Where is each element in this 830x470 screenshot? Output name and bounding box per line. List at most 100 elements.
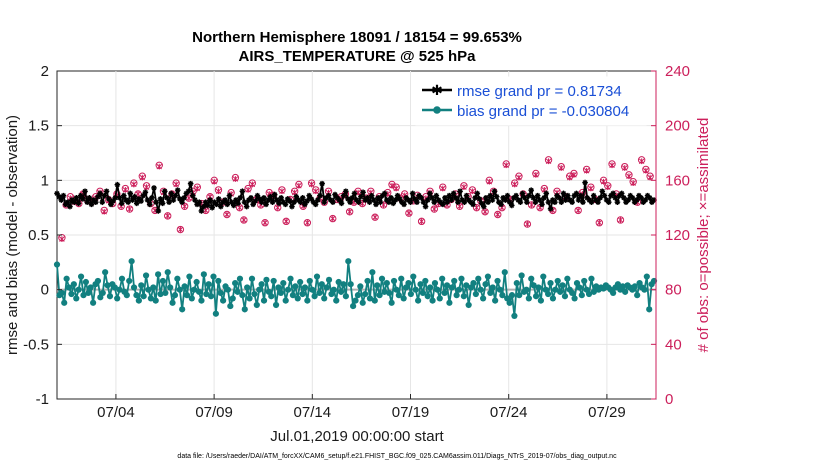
rmse-point xyxy=(446,192,453,199)
bias-point xyxy=(203,290,210,298)
obs-assimilated-point xyxy=(186,195,192,201)
bias-point xyxy=(116,286,123,293)
obs-possible-point xyxy=(574,206,582,215)
rmse-point xyxy=(562,197,569,203)
bias-point xyxy=(292,283,299,290)
rmse-point xyxy=(586,197,593,203)
x-tick-label: 07/09 xyxy=(195,404,233,421)
rmse-point xyxy=(189,192,196,199)
obs-possible-point xyxy=(494,210,502,219)
rmse-point xyxy=(414,199,420,205)
obs-possible-point xyxy=(223,210,231,219)
rmse-point xyxy=(310,199,317,205)
rmse-point xyxy=(407,199,414,205)
bias-point xyxy=(364,277,371,285)
bias-point xyxy=(94,277,102,285)
rmse-point xyxy=(250,201,256,208)
rmse-point xyxy=(362,197,369,203)
bias-point xyxy=(417,281,424,288)
rmse-point xyxy=(409,190,416,197)
rmse-point xyxy=(349,195,356,201)
rmse-point xyxy=(459,197,466,203)
bias-point xyxy=(400,295,407,302)
obs-assimilated-point xyxy=(440,185,446,192)
bias-point xyxy=(530,282,537,289)
rmse-point xyxy=(580,199,586,205)
rmse-point xyxy=(353,197,360,203)
rmse-point xyxy=(284,196,291,202)
rmse-point xyxy=(633,197,640,203)
rmse-point xyxy=(474,190,481,197)
bias-point xyxy=(330,286,337,293)
rmse-point xyxy=(373,201,379,208)
obs-assimilated-point xyxy=(296,182,302,189)
rmse-point xyxy=(164,195,170,201)
obs-assimilated-point xyxy=(173,181,179,188)
rmse-point xyxy=(569,199,575,205)
rmse-point xyxy=(401,201,407,208)
rmse-point xyxy=(254,192,261,199)
rmse-point xyxy=(114,181,121,188)
y-tick-label-left: 0 xyxy=(41,282,49,299)
obs-assimilated-point xyxy=(393,185,399,192)
obs-assimilated-point xyxy=(139,174,146,181)
rmse-point xyxy=(347,199,353,205)
obs-assimilated-point xyxy=(605,184,611,191)
rmse-point xyxy=(575,197,582,203)
rmse-point xyxy=(274,197,280,203)
bias-point xyxy=(439,275,446,282)
y-tick-label-left: -0.5 xyxy=(23,336,49,353)
rmse-point xyxy=(366,199,373,205)
bias-point xyxy=(162,289,169,297)
rmse-point xyxy=(528,187,534,193)
bias-point xyxy=(386,289,393,297)
bias-point xyxy=(559,282,566,289)
obs-assimilated-point xyxy=(461,184,467,191)
rmse-point xyxy=(233,197,239,203)
bias-point xyxy=(270,277,277,285)
bias-point xyxy=(506,299,513,306)
bias-point xyxy=(487,289,494,297)
bias-point xyxy=(297,278,304,286)
rmse-point xyxy=(612,195,619,201)
bias-point xyxy=(321,295,328,302)
bias-point xyxy=(480,295,487,302)
y-tick-label-left: 2 xyxy=(41,63,49,80)
obs-assimilated-point xyxy=(262,219,268,226)
x-tick-label: 07/04 xyxy=(97,404,135,421)
rmse-point xyxy=(312,201,319,208)
bias-point xyxy=(311,293,318,300)
rmse-point xyxy=(345,196,351,202)
rmse-point xyxy=(92,199,99,205)
rmse-point xyxy=(213,201,220,208)
rmse-point xyxy=(549,197,556,203)
obs-assimilated-point xyxy=(600,178,607,185)
bias-point xyxy=(434,286,441,293)
bias-point xyxy=(215,277,222,285)
legend: ✱ rmse grand pr = 0.81734 bias grand pr … xyxy=(415,76,647,126)
obs-assimilated-point xyxy=(59,236,65,242)
bias-point xyxy=(376,292,383,299)
bias-point xyxy=(340,281,347,288)
ticks-layer: -1 -0.5 0 0.5 1 1.5 2 0 40 80 120 160 200 240 07/04 07/… xyxy=(23,63,690,421)
obs-assimilated-point xyxy=(495,211,501,218)
bias-point xyxy=(337,288,345,295)
rmse-point xyxy=(625,197,631,203)
rmse-point xyxy=(220,199,226,205)
obs-assimilated-point xyxy=(308,181,315,188)
rmse-point xyxy=(440,201,446,208)
bias-point xyxy=(537,297,544,304)
bias-point xyxy=(622,288,629,295)
rmse-point xyxy=(133,200,140,207)
rmse-point xyxy=(319,180,325,187)
obs-assimilated-point xyxy=(304,219,311,226)
obs-assimilated-point xyxy=(511,181,518,188)
rmse-point xyxy=(618,190,625,197)
bias-point xyxy=(207,293,215,300)
bias-point xyxy=(287,275,294,282)
rmse-point xyxy=(383,197,390,203)
rmse-point xyxy=(640,199,647,205)
rmse-point xyxy=(338,200,345,207)
bias-point xyxy=(224,286,232,293)
rmse-point xyxy=(196,199,203,205)
